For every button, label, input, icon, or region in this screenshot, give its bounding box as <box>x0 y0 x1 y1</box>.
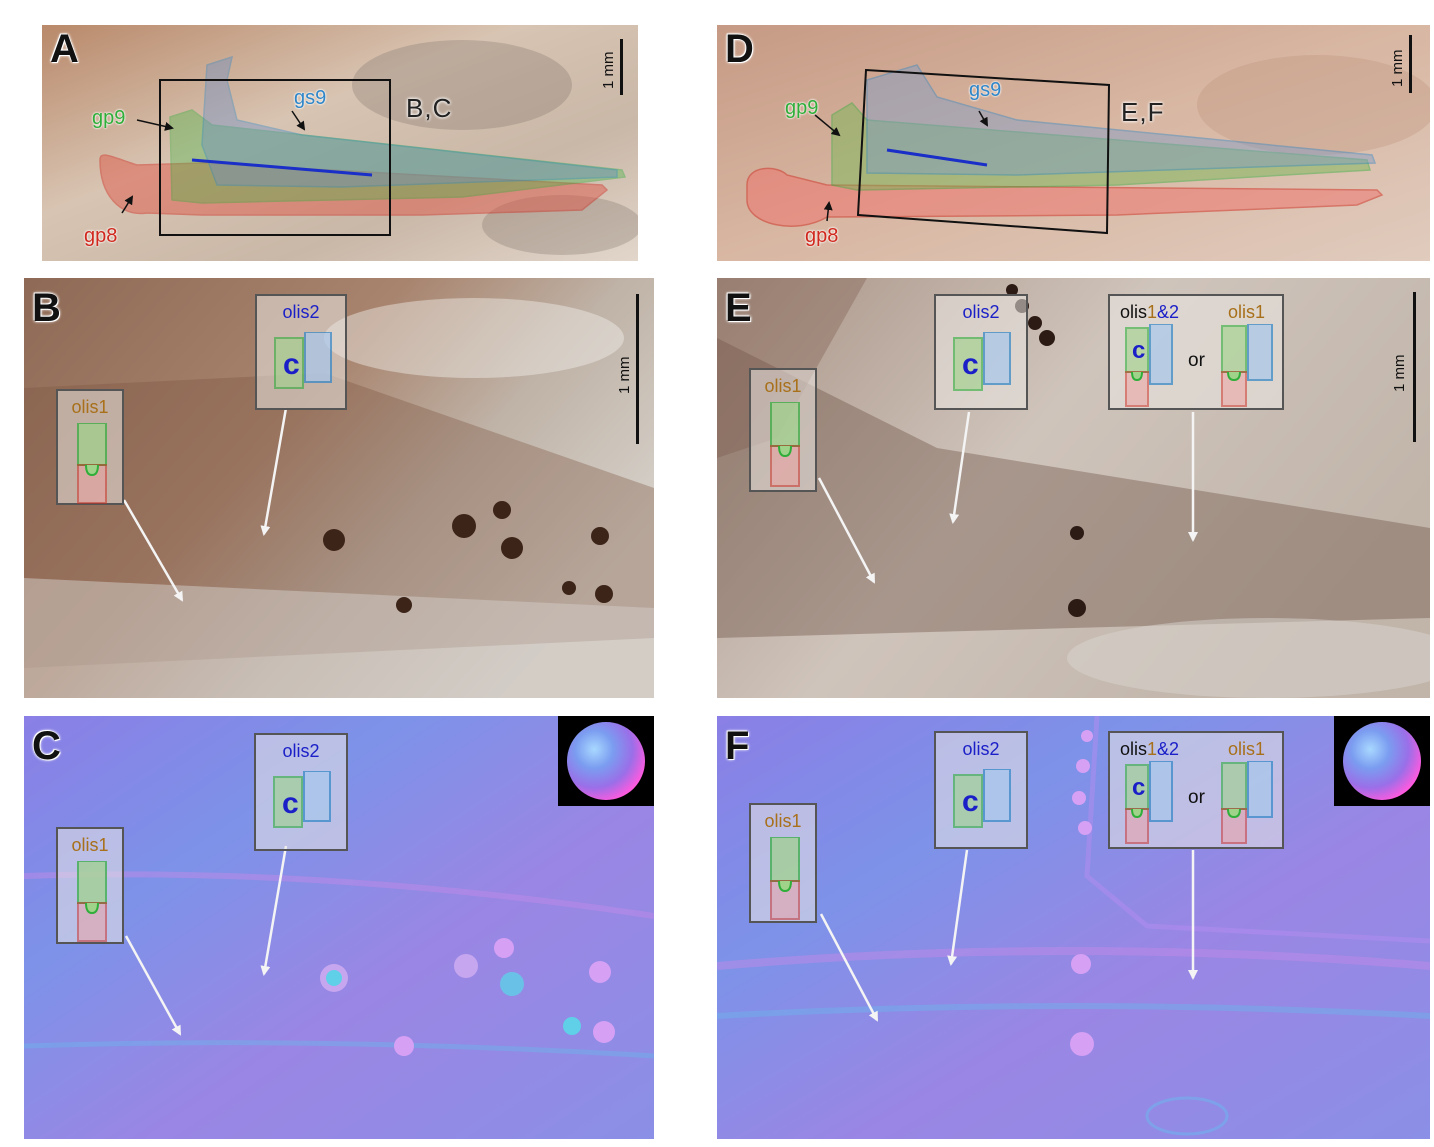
panel-label-e: E <box>725 286 752 330</box>
normal-legend-sphere-c <box>558 716 654 806</box>
zoom-box-ef <box>856 68 1111 235</box>
tag-gs9-d: gs9 <box>969 79 1002 101</box>
svg-text:c: c <box>962 348 979 381</box>
combined-suffix-1-f: 1 <box>1147 739 1158 759</box>
scale-label-d: 1 mm <box>1389 49 1406 88</box>
inset-olis2-b: olis2 c <box>255 294 347 410</box>
combined-schematic-icon-e: c <box>1125 324 1173 407</box>
tag-gp8-a: gp8 <box>84 225 118 247</box>
combined-prefix-f: olis <box>1120 739 1148 759</box>
panel-label-b: B <box>32 286 61 330</box>
scale-bar-e: 1 mm <box>1387 292 1417 442</box>
inset-title-olis1-c: olis1 <box>71 835 109 855</box>
inset-olis2-e: olis2 c <box>934 294 1028 410</box>
fossil-photo-b <box>24 278 654 698</box>
inset-title-olis1-right-f: olis1 <box>1228 739 1266 759</box>
olis1-alt-schematic-icon-e <box>1221 324 1273 407</box>
gs9-outline <box>201 55 618 188</box>
inset-olis-combined-f: olis1&2 olis1 c or <box>1108 731 1284 849</box>
inset-olis-combined-e: olis1&2 olis1 c or <box>1108 294 1284 410</box>
combined-suffix-2-f: &2 <box>1157 739 1180 759</box>
panel-f: F <box>717 716 1430 1139</box>
scale-label-b: 1 mm <box>616 356 633 395</box>
inset-title-olis2: olis2 <box>282 302 320 322</box>
gp9-outline <box>169 109 627 204</box>
gp8-outline-d <box>746 167 1384 227</box>
olis1-schematic-icon-f <box>770 837 800 920</box>
zoom-box-label-bc: B,C <box>406 93 453 123</box>
svg-text:c: c <box>962 785 979 818</box>
fossil-photo-d <box>717 25 1430 261</box>
scale-bar-d: 1 mm <box>1389 35 1419 97</box>
inset-olis1-f: olis1 <box>749 803 817 923</box>
panel-label-a: A <box>50 27 79 71</box>
inset-olis1-c: olis1 <box>56 827 124 944</box>
zoom-box-label-ef: E,F <box>1121 97 1165 127</box>
zoom-box-bc <box>159 79 391 236</box>
olis1-schematic-icon-e <box>770 402 800 487</box>
inset-title-olis1-e: olis1 <box>764 376 802 396</box>
fossil-photo-e <box>717 278 1430 698</box>
olis2-schematic-icon-e: c <box>953 332 1011 391</box>
fossil-photo-a <box>42 25 638 261</box>
scale-bar-b: 1 mm <box>614 294 644 444</box>
panel-label-d: D <box>725 27 754 71</box>
inset-title-combined-f: olis1&2 <box>1120 739 1179 760</box>
panel-label-f: F <box>725 724 750 768</box>
inset-title-olis1-f: olis1 <box>764 811 802 831</box>
inset-title-olis1: olis1 <box>71 397 109 417</box>
inset-olis2-c: olis2 c <box>254 733 348 851</box>
inset-title-olis2-f: olis2 <box>962 739 1000 759</box>
gs9-outline-d <box>866 64 1377 176</box>
tag-gs9-a: gs9 <box>294 87 327 109</box>
tag-gp8-d: gp8 <box>805 225 839 247</box>
panel-d: D gp9 gs9 gp8 E,F 1 mm <box>717 25 1430 261</box>
or-label-e: or <box>1188 350 1205 371</box>
svg-text:c: c <box>1132 774 1145 801</box>
inset-olis2-f: olis2 c <box>934 731 1028 849</box>
gp8-outline <box>99 154 609 216</box>
olis1-alt-schematic-icon-f <box>1221 761 1273 844</box>
gp9-outline-d <box>831 102 1371 191</box>
inset-olis1-e: olis1 <box>749 368 817 492</box>
tag-gp9-d: gp9 <box>785 97 819 119</box>
scale-label-a: 1 mm <box>600 51 617 90</box>
scale-bar-a: 1 mm <box>600 39 632 99</box>
normal-map-f <box>717 716 1430 1139</box>
normal-legend-sphere-f <box>1334 716 1430 806</box>
inset-olis1-b: olis1 <box>56 389 124 505</box>
combined-schematic-icon-f: c <box>1125 761 1173 844</box>
olis2-schematic-icon-f: c <box>953 769 1011 828</box>
panel-e: E 1 mm <box>717 278 1430 698</box>
combined-prefix: olis <box>1120 302 1148 322</box>
inset-title-olis2-e: olis2 <box>962 302 1000 322</box>
inset-title-olis2-c: olis2 <box>282 741 320 761</box>
svg-text:c: c <box>1132 337 1145 364</box>
scale-label-e: 1 mm <box>1391 354 1408 393</box>
olis1-schematic-icon <box>77 423 107 504</box>
panel-a: A gp9 gs9 gp8 B,C 1 mm <box>42 25 638 261</box>
combined-suffix-1: 1 <box>1147 302 1158 322</box>
panel-label-c: C <box>32 724 61 768</box>
svg-text:c: c <box>282 787 299 820</box>
svg-text:c: c <box>283 348 300 381</box>
olis1-schematic-icon-c <box>77 861 107 942</box>
combined-suffix-2: &2 <box>1157 302 1180 322</box>
inset-title-combined-e: olis1&2 <box>1120 302 1179 323</box>
olis2-schematic-icon: c <box>274 332 332 389</box>
panel-b: B 1 mm <box>24 278 654 698</box>
tag-gp9-a: gp9 <box>92 107 126 129</box>
inset-title-olis1-right-e: olis1 <box>1228 302 1266 322</box>
olis2-schematic-icon-c: c <box>273 771 331 828</box>
or-label-f: or <box>1188 787 1205 808</box>
